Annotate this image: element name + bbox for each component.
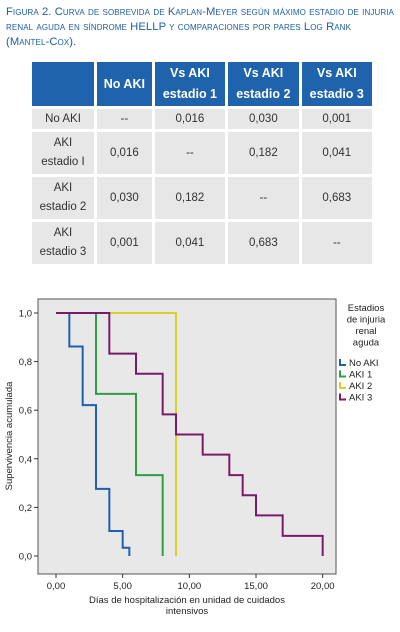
legend-title-line: renal: [355, 326, 376, 337]
table-cell: 0,041: [154, 222, 226, 264]
table-cell: 0,001: [301, 109, 372, 129]
y-tick-label: 0,0: [19, 552, 32, 563]
figure-label: Figura 2.: [6, 6, 52, 18]
y-axis-label: Supervivencia acumulada: [4, 381, 15, 491]
row-label: AKI estadio 2: [32, 177, 94, 219]
table-header-row: No AKI Vs AKI estadio 1 Vs AKI estadio 2 V…: [32, 62, 372, 106]
legend-label: AKI 2: [349, 381, 372, 392]
km-line-no-aki: [56, 312, 131, 556]
row-label: AKI estadio I: [32, 132, 94, 174]
header-vs-aki-3: Vs AKI estadio 3: [301, 62, 372, 106]
table-row: AKI estadio 2 0,030 0,182 -- 0,683: [32, 177, 372, 219]
x-tick-label: 5,00: [113, 581, 132, 592]
series-lines: [56, 312, 324, 556]
legend-label: AKI 3: [349, 393, 372, 404]
table-cell: 0,030: [228, 109, 299, 129]
table-cell: --: [97, 109, 152, 129]
table-cell: 0,182: [154, 177, 226, 219]
plot-area: [37, 298, 337, 575]
table-cell: 0,016: [154, 109, 226, 129]
header-vs-aki-2: Vs AKI estadio 2: [228, 62, 299, 106]
table-row: AKI estadio I 0,016 -- 0,182 0,041: [32, 132, 372, 174]
legend-title-line: aguda: [353, 338, 380, 349]
header-no-aki: No AKI: [97, 62, 152, 106]
figure-caption: Figura 2. Curva de sobrevida de Kaplan-M…: [6, 5, 394, 50]
legend-swatch: [339, 382, 346, 389]
y-tick-label: 0,6: [19, 406, 32, 417]
header-vs-aki-1: Vs AKI estadio 1: [154, 62, 226, 106]
table-cell: 0,001: [97, 222, 152, 264]
km-survival-chart: 0,0 0,2 0,4 0,6 0,8 1,0 0,00 5,00 10,00 15,00 20,0…: [4, 298, 386, 617]
legend-swatch: [339, 393, 346, 401]
row-label: AKI estadio 3: [32, 222, 94, 264]
legend-title-line: de injuria: [347, 315, 386, 326]
km-chart-container: 0,0 0,2 0,4 0,6 0,8 1,0 0,00 5,00 10,00 15,00 20,0…: [0, 294, 400, 627]
x-axis-label: Días de hospitalización en unidad de cui…: [89, 595, 285, 617]
y-tick-label: 0,4: [19, 454, 32, 465]
row-label: No AKI: [32, 109, 94, 129]
table-cell: 0,041: [301, 132, 372, 174]
table-row: AKI estadio 3 0,001 0,041 0,683 --: [32, 222, 372, 264]
logrank-table: No AKI Vs AKI estadio 1 Vs AKI estadio 2 V…: [29, 59, 375, 267]
legend-swatch: [339, 370, 346, 378]
x-tick-label: 10,00: [177, 581, 201, 592]
legend-title-line: Estadios: [348, 303, 385, 314]
table-cell: 0,182: [228, 132, 299, 174]
y-tick-label: 0,2: [19, 503, 32, 514]
x-tick-label: 0,00: [47, 581, 66, 592]
table-cell: 0,683: [301, 177, 372, 219]
axes: 0,0 0,2 0,4 0,6 0,8 1,0 0,00 5,00 10,00 15,00 20,0…: [19, 309, 335, 593]
table-cell: 0,016: [97, 132, 152, 174]
legend-label: No AKI: [349, 358, 379, 369]
legend-swatch: [339, 359, 346, 366]
km-line-aki-3: [56, 312, 324, 556]
caption-text: Curva de sobrevida de Kaplan-Meyer según…: [6, 6, 394, 48]
table-cell: --: [154, 132, 226, 174]
x-tick-label: 20,00: [311, 581, 335, 592]
table-row: No AKI -- 0,016 0,030 0,001: [32, 109, 372, 129]
x-tick-label: 15,00: [244, 581, 268, 592]
table-cell: 0,683: [228, 222, 299, 264]
table-corner: [32, 62, 94, 106]
y-tick-label: 0,8: [19, 357, 32, 368]
table-cell: --: [301, 222, 372, 264]
table-cell: --: [228, 177, 299, 219]
y-tick-label: 1,0: [19, 309, 32, 320]
table-cell: 0,030: [97, 177, 152, 219]
legend-label: AKI 1: [349, 370, 372, 381]
